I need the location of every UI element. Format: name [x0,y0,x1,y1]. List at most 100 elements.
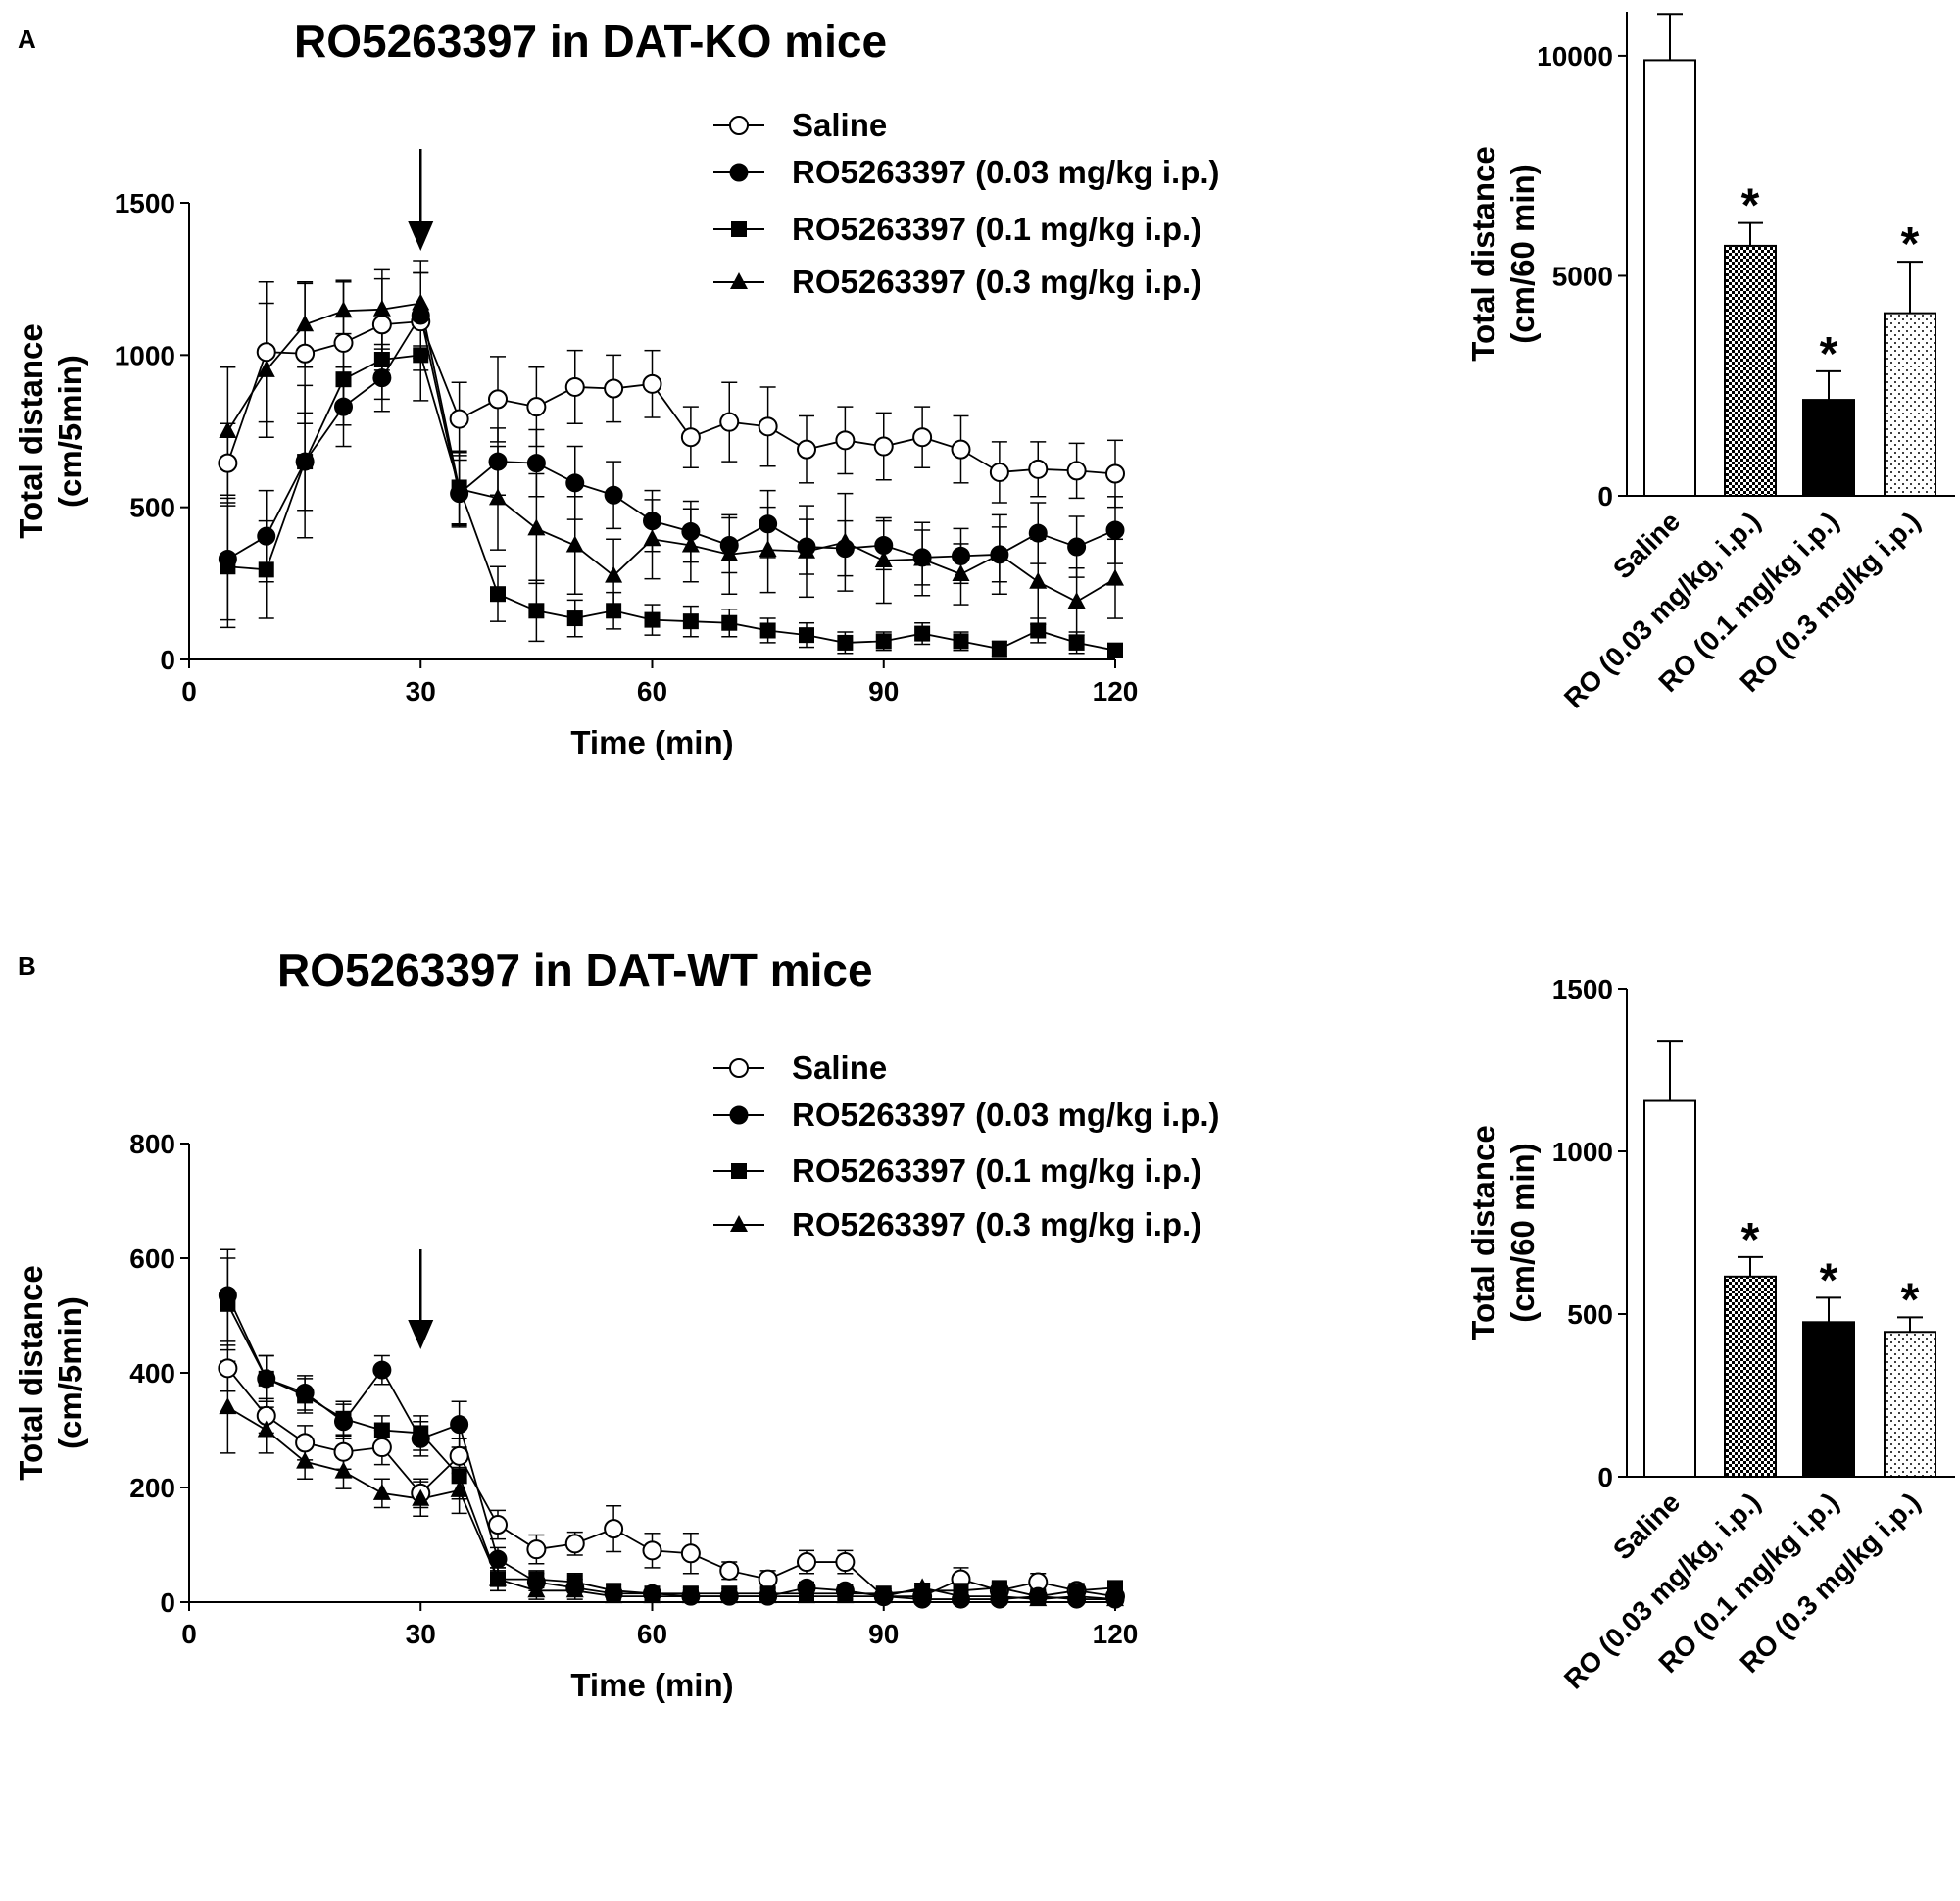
data-point [450,479,468,497]
x-axis-label: Time (min) [570,1667,733,1703]
y-tick-label: 1500 [1552,974,1613,1004]
data-point [371,1438,392,1458]
data-point [449,409,469,429]
data-point [296,315,315,332]
legend-label: RO5263397 (0.1 mg/kg i.p.) [792,211,1201,247]
data-point [604,378,624,399]
data-point [488,1549,508,1569]
line-chart-dat-ko: 0 30 60 90 120 0 500 1000 1500 Time (min) Total di… [13,107,1220,760]
data-point [1107,642,1123,658]
data-point [989,462,1009,482]
category-label: Saline [1607,506,1686,584]
data-point [296,1451,315,1469]
y-tick-label: 500 [1567,1299,1613,1330]
data-point [1067,1586,1086,1604]
y-axis-label: (cm/60 min) [1504,1143,1541,1322]
data-point [528,603,545,619]
series-2 [220,308,1123,658]
data-point [643,512,662,531]
data-point [644,611,661,628]
data-point [258,1370,274,1387]
series-0 [220,271,1123,509]
y-tick-label: 1000 [115,340,175,370]
data-point [257,1420,275,1438]
series-markers-1 [218,1286,1125,1609]
series-markers-0 [218,1358,1125,1607]
data-point [760,622,776,639]
y-tick-label: 1000 [1552,1137,1613,1167]
data-point [953,633,969,650]
data-point [450,1415,469,1435]
data-point [606,603,622,619]
significance-star: * [1741,1214,1760,1266]
legend-label: Saline [792,107,887,143]
significance-star: * [1901,1274,1920,1326]
data-point [413,1425,429,1441]
y-tick-label: 0 [160,645,175,675]
significance-star: * [1820,1254,1838,1306]
y-axis-label: Total distance [1465,146,1501,361]
significance-star: * [1741,180,1760,232]
y-tick-label: 800 [129,1129,175,1159]
data-point [990,544,1008,561]
data-point [798,1586,815,1604]
data-point [837,634,854,651]
data-point [951,439,971,460]
legend-marker-icon [731,221,747,237]
data-point [720,544,739,561]
data-point [758,1569,778,1589]
data-point [449,1445,469,1466]
data-point [489,1569,507,1586]
x-tick-label: 0 [181,1619,197,1649]
data-point [682,613,699,630]
data-point [333,332,354,353]
data-point [875,633,892,650]
data-point [371,315,392,335]
data-point [257,360,275,377]
series-markers-0 [218,312,1125,484]
series-3 [220,260,1123,636]
panel-b-title: RO5263397 in DAT-WT mice [277,945,873,996]
legend-label: RO5263397 (0.3 mg/kg i.p.) [792,264,1201,300]
bar-chart-dat-wt: 0 500 1000 1500 Total distance (cm/60 min) Sal… [1465,974,1955,1695]
series-line [226,1406,1116,1600]
data-point [565,473,585,493]
data-point [566,610,583,627]
data-point [990,1586,1008,1604]
data-point [1106,568,1124,586]
legend-label: RO5263397 (0.1 mg/kg i.p.) [792,1152,1201,1189]
legend-entry: RO5263397 (0.3 mg/kg i.p.) [713,264,1201,300]
legend-marker-icon [729,1105,749,1125]
data-point [372,1483,391,1500]
series-1 [220,271,1123,621]
data-point [373,1422,390,1438]
data-point [874,1586,893,1604]
legend-label: RO5263397 (0.03 mg/kg i.p.) [792,1097,1220,1133]
data-point [836,532,855,550]
y-tick-label: 0 [1597,1462,1613,1492]
data-point [912,427,933,448]
data-point [295,1433,316,1453]
data-point [642,1540,662,1561]
category-label: Saline [1607,1487,1686,1565]
data-point [450,1480,468,1497]
y-axis-label: Total distance [1465,1125,1501,1340]
legend-label: RO5263397 (0.3 mg/kg i.p.) [792,1206,1201,1243]
series-line [226,1367,1116,1598]
data-point [797,439,816,460]
legend-marker-icon [731,1163,747,1179]
data-point [488,452,508,471]
legend-marker-icon [729,1058,749,1078]
bar [1884,1331,1936,1479]
panel-b-letter: B [18,951,36,981]
y-axis-label: Total distance [13,1265,49,1480]
data-point [413,347,429,364]
data-point [835,430,856,451]
data-point [373,351,390,367]
bar-group: Saline [1607,1040,1696,1566]
data-point [334,301,353,318]
y-tick-label: 500 [129,493,175,523]
series-line [226,302,1116,604]
data-point [721,614,738,631]
line-chart-dat-wt: 0 30 60 90 120 0 200 400 600 800 Time (min) Total d… [13,1049,1220,1703]
